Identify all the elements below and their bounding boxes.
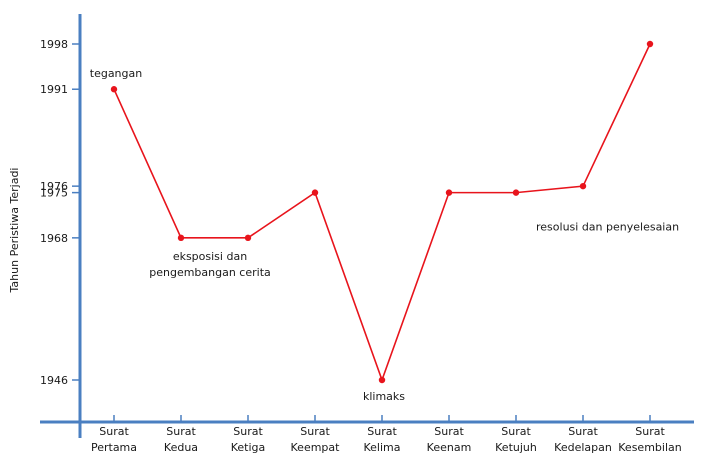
y-tick-label: 1998 xyxy=(40,38,68,51)
annotation-label: eksposisi dan pengembangan cerita xyxy=(149,250,271,279)
data-point xyxy=(378,376,386,384)
data-point xyxy=(244,234,252,242)
series xyxy=(110,40,654,384)
y-tick-label: 1975 xyxy=(40,187,68,200)
annotations: tegangan eksposisi dan pengembangan cerita… xyxy=(90,67,679,403)
x-tick-label: Surat Pertama xyxy=(91,425,137,454)
x-tick-label: Surat Keempat xyxy=(291,425,341,454)
x-tick-label: Surat Keenam xyxy=(427,425,472,454)
y-tick-label: 1968 xyxy=(40,232,68,245)
data-point xyxy=(512,189,520,196)
data-point xyxy=(177,234,185,242)
data-point xyxy=(579,182,587,190)
y-tick-label: 1976 xyxy=(40,180,68,193)
x-tick-label: Surat Kesembilan xyxy=(618,425,681,454)
x-tick-label: Surat Ketiga xyxy=(231,425,266,454)
x-tick-label: Surat Kelima xyxy=(363,425,400,454)
annotation-label: klimaks xyxy=(363,390,405,403)
y-tick-label: 1991 xyxy=(40,83,68,96)
x-tick-label: Surat Ketujuh xyxy=(495,425,537,454)
annotation-label: resolusi dan penyelesaian xyxy=(536,221,679,234)
data-point xyxy=(311,189,319,196)
y-axis-label: Tahun Peristiwa Terjadi xyxy=(8,168,21,294)
x-ticks: Surat Pertama Surat Kedua Surat Ketiga Surat Ke… xyxy=(91,415,682,454)
data-point xyxy=(445,189,453,196)
x-tick-label: Surat Kedua xyxy=(164,425,198,454)
x-tick-label: Surat Kedelapan xyxy=(554,425,612,454)
y-tick-label: 1946 xyxy=(40,374,68,387)
data-point xyxy=(646,40,654,48)
data-point xyxy=(110,86,118,93)
axes xyxy=(40,14,694,438)
annotation-label: tegangan xyxy=(90,67,142,80)
series-line xyxy=(113,43,651,383)
